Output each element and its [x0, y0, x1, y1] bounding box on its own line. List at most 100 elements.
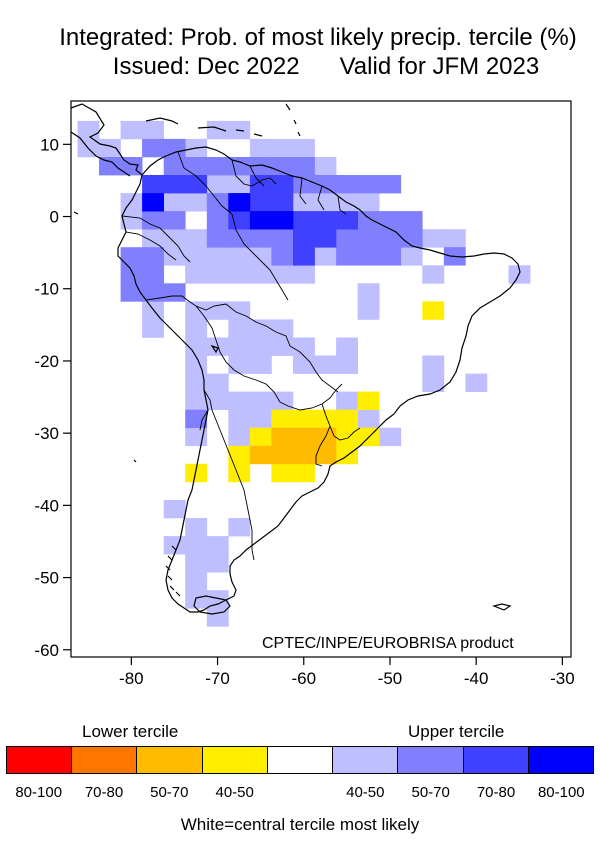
plot-frame [70, 100, 572, 658]
grid-cell-upper-40-50 [293, 265, 315, 284]
grid-cell-upper-50-70 [142, 247, 164, 266]
grid-cell-lower-40-50 [422, 301, 445, 320]
grid-cell-upper-50-70 [271, 157, 294, 176]
grid-cell-upper-40-50 [508, 265, 531, 284]
grid-cell-upper-40-50 [228, 518, 251, 537]
grid-cell-upper-40-50 [336, 391, 358, 410]
grid-cell-upper-40-50 [206, 337, 229, 356]
grid-cell-upper-50-70 [336, 175, 358, 194]
grid-cell-upper-40-50 [206, 373, 229, 392]
grid-cell-upper-50-70 [185, 157, 208, 176]
grid-cell-upper-40-50 [185, 193, 208, 212]
legend-lower-title: Lower tercile [82, 722, 179, 741]
grid-cell-upper-50-70 [185, 409, 208, 429]
grid-cell-upper-40-50 [206, 608, 229, 627]
grid-cell-upper-40-50 [293, 355, 315, 374]
legend-category-label: 50-70 [150, 784, 189, 801]
grid-cell-upper-40-50 [422, 229, 445, 248]
grid-cell-upper-50-70 [206, 211, 229, 230]
grid-cell-upper-40-50 [163, 536, 186, 555]
grid-cell-upper-50-70 [293, 175, 315, 194]
legend-colorbar [6, 746, 594, 774]
grid-cell-upper-40-50 [206, 265, 229, 284]
grid-cell-lower-50-70 [314, 445, 337, 465]
grid-cell-upper-40-50 [422, 373, 445, 392]
caribbean-islands [145, 103, 301, 137]
legend-note: White=central tercile most likely [180, 815, 420, 834]
grid-cell-lower-50-70 [293, 427, 315, 447]
grid-cell-upper-80-100 [228, 193, 251, 212]
grid-cell-upper-50-70 [142, 211, 164, 230]
grid-cell-lower-50-70 [249, 445, 272, 465]
credit-text: CPTEC/INPE/EUROBRISA product [262, 635, 514, 652]
grid-cell-upper-40-50 [271, 391, 294, 410]
grid-cell-upper-50-70 [379, 211, 402, 230]
grid-cell-upper-40-50 [185, 373, 208, 392]
grid-cell-upper-40-50 [249, 247, 272, 266]
grid-cell-upper-50-70 [120, 265, 143, 284]
grid-cell-upper-40-50 [206, 536, 229, 555]
grid-cell-upper-50-70 [206, 229, 229, 248]
grid-cell-upper-50-70 [249, 157, 272, 176]
grid-cell-upper-40-50 [465, 373, 488, 392]
grid-cell-upper-40-50 [249, 337, 272, 356]
grid-cell-upper-70-80 [185, 175, 208, 194]
grid-cell-upper-40-50 [271, 337, 294, 356]
grid-cell-upper-70-80 [293, 229, 315, 248]
grid-cell-lower-40-50 [228, 463, 251, 483]
grid-cell-lower-40-50 [357, 391, 380, 410]
grid-cell-upper-40-50 [77, 120, 100, 140]
galapagos [73, 211, 137, 463]
grid-cell-upper-40-50 [271, 319, 294, 338]
y-tick-label: -20 [34, 352, 59, 371]
grid-cell-upper-50-70 [228, 229, 251, 248]
grid-cell-upper-40-50 [336, 355, 358, 374]
grid-cell-upper-50-70 [271, 247, 294, 266]
grid-cell-upper-40-50 [293, 138, 315, 158]
legend-category-label: 70-80 [84, 784, 124, 801]
grid-cell-upper-50-70 [293, 157, 315, 176]
grid-cell-upper-70-80 [271, 193, 294, 212]
grid-cell-upper-40-50 [249, 355, 272, 374]
legend-swatch [462, 747, 528, 773]
grid-cell-upper-50-70 [400, 229, 423, 248]
grid-cell-upper-40-50 [228, 337, 251, 356]
title-line-1: Integrated: Prob. of most likely precip.… [59, 24, 577, 51]
grid-cell-lower-40-50 [228, 445, 251, 465]
grid-cell-upper-40-50 [271, 265, 294, 284]
grid-cell-upper-50-70 [357, 247, 380, 266]
grid-cell-upper-50-70 [379, 247, 402, 266]
x-tick-label: -70 [205, 669, 230, 688]
legend-swatch [71, 747, 137, 773]
grid-cell-upper-50-70 [142, 265, 164, 284]
grid-cell-upper-40-50 [185, 319, 208, 338]
grid-cell-upper-50-70 [99, 157, 121, 176]
grid-cell-lower-50-70 [271, 445, 294, 465]
grid-cell-lower-40-50 [271, 463, 294, 483]
grid-cell-upper-50-70 [163, 138, 186, 158]
grid-cell-upper-40-50 [163, 499, 186, 519]
grid-cell-upper-40-50 [293, 193, 315, 212]
grid-cell-upper-40-50 [163, 247, 186, 266]
y-tick-label: -40 [34, 496, 59, 515]
grid-cell-upper-40-50 [314, 193, 337, 212]
grid-cell-upper-70-80 [336, 211, 358, 230]
legend-swatch [332, 747, 398, 773]
grid-cell-lower-40-50 [336, 409, 358, 429]
grid-cell-upper-40-50 [228, 265, 251, 284]
grid-cell-upper-50-70 [400, 211, 423, 230]
y-tick-label: -60 [34, 641, 59, 660]
grid-cell-upper-40-50 [185, 391, 208, 410]
grid-cell-upper-40-50 [206, 301, 229, 320]
grid-cell-upper-70-80 [271, 175, 294, 194]
legend-upper-title: Upper tercile [408, 722, 505, 741]
south-america-coast [117, 146, 521, 613]
grid-cell-upper-40-50 [185, 337, 208, 356]
grid-cell-upper-70-80 [293, 211, 315, 230]
x-tick-label: -60 [291, 669, 316, 688]
grid-cell-upper-40-50 [185, 536, 208, 555]
grid-cell-upper-50-70 [336, 229, 358, 248]
grid-cell-lower-50-70 [293, 445, 315, 465]
grid-cell-upper-40-50 [271, 138, 294, 158]
grid-cell-upper-40-50 [142, 120, 164, 140]
